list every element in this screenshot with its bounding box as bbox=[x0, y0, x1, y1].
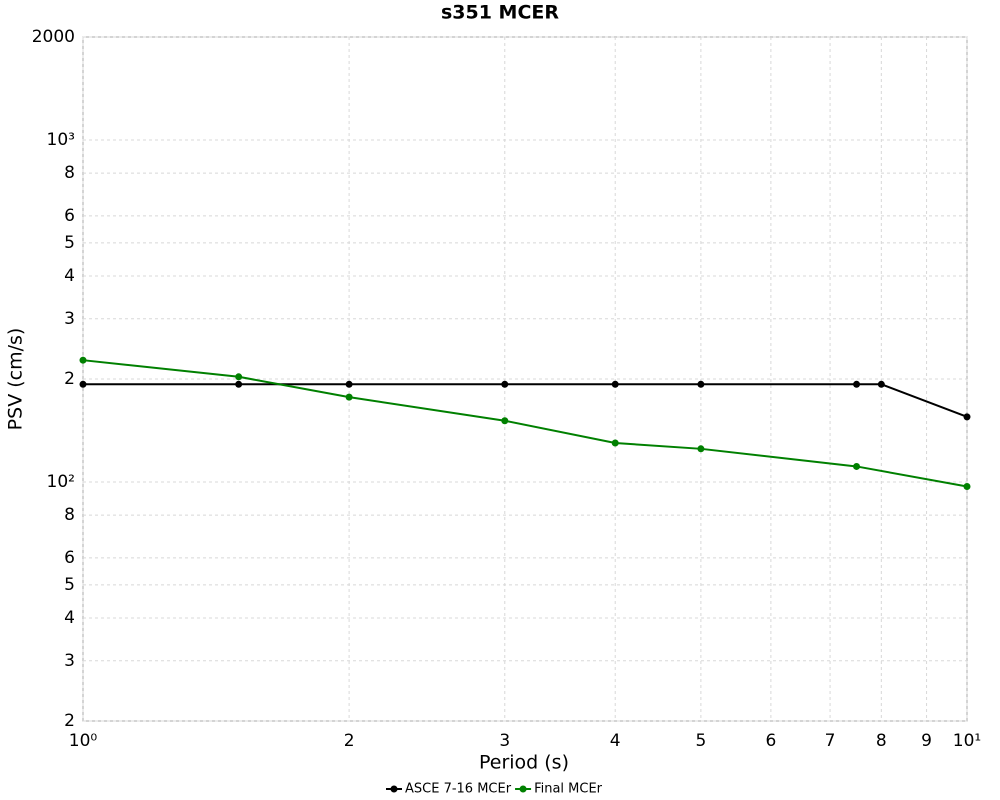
data-point bbox=[235, 373, 243, 381]
chart-title: s351 MCER bbox=[441, 2, 559, 24]
data-point bbox=[235, 380, 243, 388]
y-axis-label: PSV (cm/s) bbox=[5, 328, 27, 431]
data-point bbox=[501, 417, 509, 425]
data-point bbox=[697, 445, 705, 453]
legend-marker bbox=[390, 785, 398, 793]
data-point bbox=[963, 413, 971, 421]
y-tick-label: 3 bbox=[64, 309, 75, 329]
x-tick-label: 2 bbox=[344, 731, 355, 751]
x-tick-label: 3 bbox=[499, 731, 510, 751]
data-point bbox=[853, 380, 861, 388]
x-tick-label: 9 bbox=[921, 731, 932, 751]
y-tick-label: 8 bbox=[64, 163, 75, 183]
data-point bbox=[79, 380, 87, 388]
data-point bbox=[853, 462, 861, 470]
data-point bbox=[501, 380, 509, 388]
x-tick-label: 10⁰ bbox=[69, 731, 98, 751]
x-axis-label: Period (s) bbox=[479, 752, 569, 774]
y-tick-label: 5 bbox=[64, 233, 75, 253]
data-point bbox=[877, 380, 885, 388]
data-point bbox=[79, 356, 87, 364]
data-point bbox=[345, 393, 353, 401]
data-point bbox=[963, 482, 971, 490]
data-point bbox=[611, 439, 619, 447]
y-tick-label: 2 bbox=[64, 369, 75, 389]
y-tick-label: 4 bbox=[64, 608, 75, 628]
x-tick-label: 5 bbox=[695, 731, 706, 751]
x-tick-label: 10¹ bbox=[953, 731, 981, 751]
series-line bbox=[82, 359, 968, 488]
legend-label: ASCE 7-16 MCEr bbox=[405, 782, 512, 797]
y-tick-label: 3 bbox=[64, 651, 75, 671]
x-tick-label: 6 bbox=[765, 731, 776, 751]
y-tick-label: 2 bbox=[64, 711, 75, 731]
y-tick-label: 10² bbox=[47, 472, 75, 492]
y-tick-label: 4 bbox=[64, 266, 75, 286]
y-tick-label: 8 bbox=[64, 505, 75, 525]
x-tick-label: 4 bbox=[610, 731, 621, 751]
data-point bbox=[345, 380, 353, 388]
x-tick-label: 8 bbox=[876, 731, 887, 751]
legend-label: Final MCEr bbox=[534, 782, 603, 797]
x-tick-label: 7 bbox=[825, 731, 836, 751]
y-tick-label: 2000 bbox=[32, 27, 75, 47]
y-tick-label: 10³ bbox=[47, 130, 75, 150]
data-point bbox=[611, 380, 619, 388]
legend-marker bbox=[519, 785, 527, 793]
data-point bbox=[697, 380, 705, 388]
y-tick-label: 5 bbox=[64, 575, 75, 595]
y-tick-label: 6 bbox=[64, 548, 75, 568]
y-tick-label: 6 bbox=[64, 206, 75, 226]
